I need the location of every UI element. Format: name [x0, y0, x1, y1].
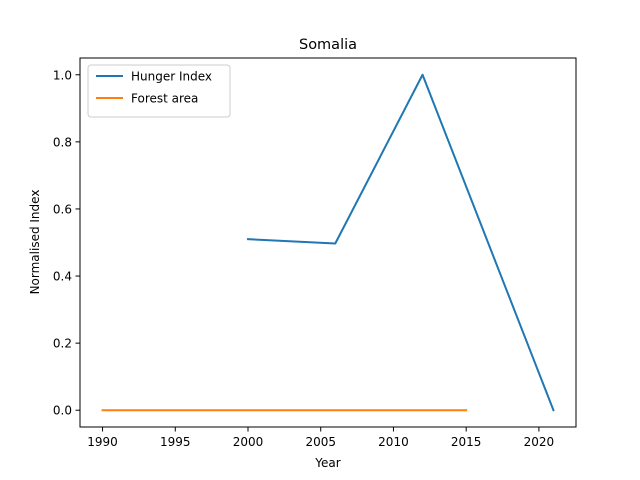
y-tick-label: 0.6	[53, 202, 72, 216]
x-axis-label: Year	[314, 456, 340, 470]
legend: Hunger Index Forest area	[87, 64, 231, 118]
x-tick-label: 1995	[160, 435, 191, 449]
x-tick-label: 2015	[451, 435, 482, 449]
x-tick-label: 2020	[524, 435, 555, 449]
x-tick-label: 1990	[87, 435, 118, 449]
y-tick-label: 0.0	[53, 404, 72, 418]
plot-frame	[79, 57, 577, 428]
axes-layer: 1990 1995 2000 2005 2010 2015 2020 0.0 0.2 0.4 0.6…	[53, 57, 577, 449]
y-tick-label: 0.2	[53, 337, 72, 351]
legend-box	[87, 64, 231, 118]
legend-label: Forest area	[131, 92, 198, 106]
series-layer	[101, 73, 555, 412]
y-tick-label: 1.0	[53, 68, 72, 82]
y-axis-label: Normalised Index	[28, 190, 42, 295]
x-tick-label: 2000	[233, 435, 264, 449]
y-tick-label: 0.4	[53, 270, 72, 284]
legend-label: Hunger Index	[131, 70, 212, 84]
x-tick-label: 2005	[305, 435, 336, 449]
series-line-hunger-index	[246, 73, 555, 412]
chart-title: Somalia	[299, 37, 357, 53]
y-tick-label: 0.8	[53, 135, 72, 149]
x-tick-label: 2010	[378, 435, 409, 449]
